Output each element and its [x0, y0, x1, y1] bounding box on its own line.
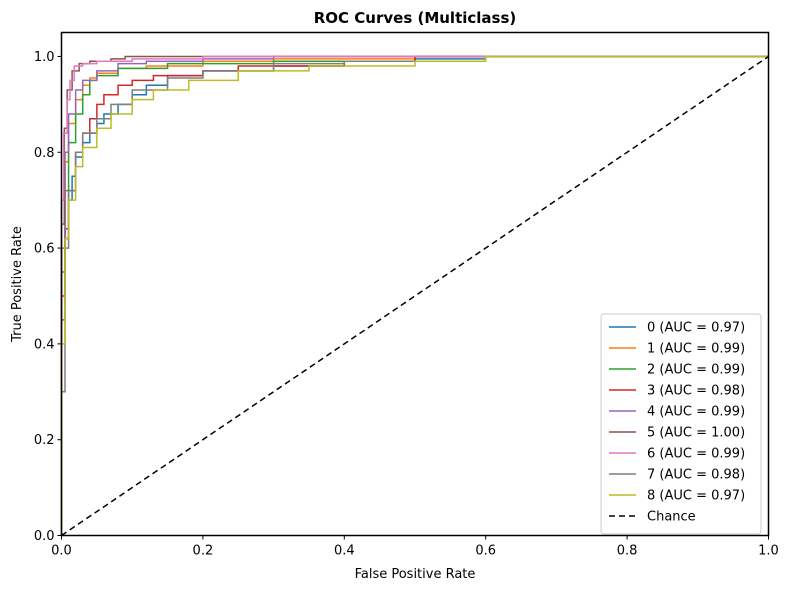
legend-label: 1 (AUC = 0.99)	[647, 342, 745, 357]
legend-label: 8 (AUC = 0.97)	[647, 489, 745, 504]
plot-lines	[60, 55, 769, 537]
x-axis: 0.0 0.2 0.4 0.6 0.8 1.0	[51, 535, 779, 559]
y-tick-label: 0.2	[34, 433, 55, 448]
y-tick-label: 0.4	[34, 337, 55, 352]
legend-label: 0 (AUC = 0.97)	[647, 321, 745, 336]
legend-label: 7 (AUC = 0.98)	[647, 468, 745, 483]
x-tick-label: 0.8	[617, 544, 638, 559]
y-tick-label: 0.8	[34, 146, 55, 161]
y-tick-label: 1.0	[34, 50, 55, 65]
legend: 0 (AUC = 0.97) 1 (AUC = 0.99) 2 (AUC = 0.9…	[600, 313, 762, 535]
x-axis-label: False Positive Rate	[355, 567, 476, 582]
y-tick-label: 0.6	[34, 242, 55, 257]
legend-label: Chance	[647, 510, 696, 525]
x-tick-label: 0.6	[475, 544, 496, 559]
y-tick-label: 0.0	[34, 529, 55, 544]
legend-label: 6 (AUC = 0.99)	[647, 447, 745, 462]
x-tick-label: 0.4	[334, 544, 355, 559]
legend-label: 3 (AUC = 0.98)	[647, 384, 745, 399]
series-line-9	[61, 55, 769, 537]
y-axis-label: True Positive Rate	[10, 226, 25, 343]
legend-label: 2 (AUC = 0.99)	[647, 363, 745, 378]
plot-frame	[60, 31, 770, 537]
x-tick-label: 0.2	[193, 544, 214, 559]
legend-label: 5 (AUC = 1.00)	[647, 426, 745, 441]
series-line-8	[60, 55, 769, 536]
y-axis: 0.0 0.2 0.4 0.6 0.8 1.0	[34, 50, 62, 544]
legend-box	[600, 313, 762, 535]
x-tick-label: 1.0	[758, 544, 779, 559]
chart-title: ROC Curves (Multiclass)	[314, 9, 517, 27]
legend-label: 4 (AUC = 0.99)	[647, 405, 745, 420]
x-tick-label: 0.0	[51, 544, 72, 559]
series-line-6	[60, 55, 769, 536]
series-line-4	[60, 55, 769, 536]
